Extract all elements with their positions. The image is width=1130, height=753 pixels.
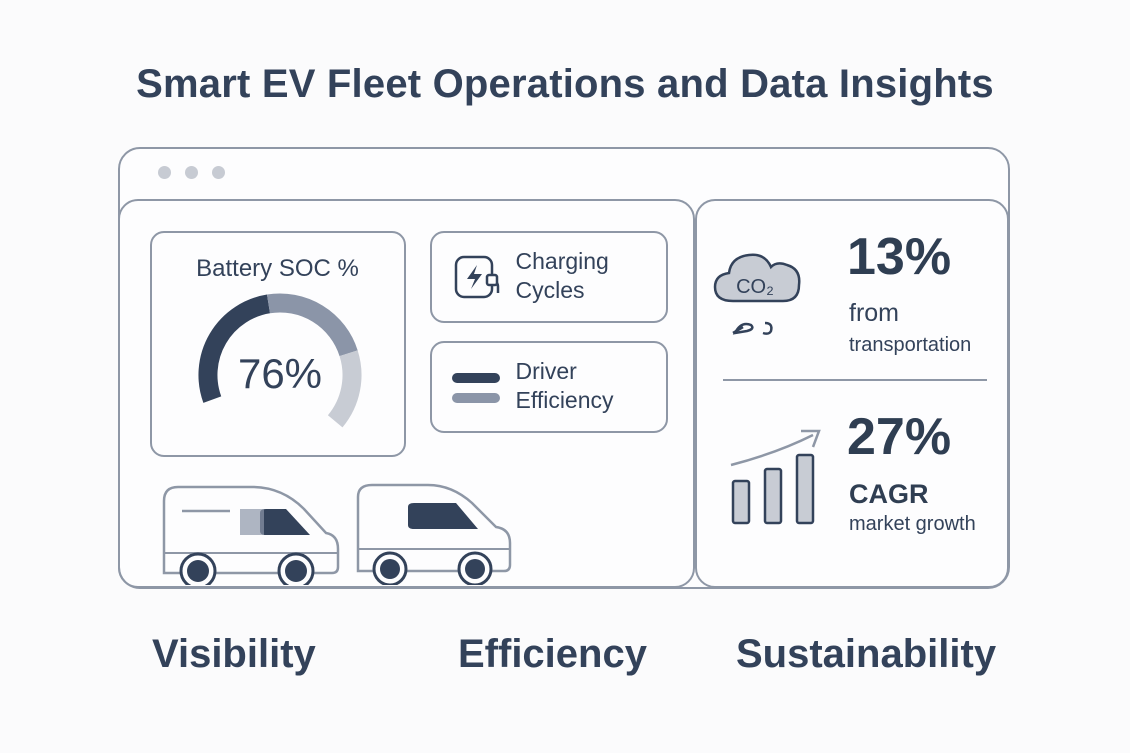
battery-soc-label: Battery SOC %: [196, 255, 359, 282]
stat-divider: [723, 379, 987, 381]
co2-cloud-icon: CO₂: [713, 253, 801, 335]
sustainability-panel: CO₂ 13% from transportation 27% CAGR mar…: [695, 199, 1009, 588]
pillar-sustainability: Sustainability: [736, 632, 997, 676]
driver-efficiency-label: Driver Efficiency: [515, 358, 614, 413]
gauge-filled-arc: [198, 294, 270, 403]
gauge-remaining-arc: [327, 350, 361, 428]
charging-cycles-label: Charging Cycles: [515, 248, 609, 303]
growth-line1: CAGR: [849, 479, 929, 509]
battery-soc-gauge: 76%: [198, 293, 361, 428]
growth-line2: market growth: [849, 513, 976, 535]
co2-percent: 13%: [847, 228, 952, 286]
van-icon: [162, 485, 339, 585]
window-controls: [158, 166, 225, 179]
charging-cycles-card[interactable]: Charging Cycles: [429, 231, 668, 323]
page-title: Smart EV Fleet Operations and Data Insig…: [136, 62, 994, 106]
window-dot[interactable]: [158, 166, 171, 179]
pillar-visibility: Visibility: [152, 632, 316, 676]
pillar-efficiency: Efficiency: [458, 632, 647, 676]
co2-line2: transportation: [849, 334, 972, 356]
van-icon: [356, 483, 511, 585]
gauge-mid-arc: [266, 293, 358, 357]
window-dot[interactable]: [185, 166, 198, 179]
battery-soc-value: 76%: [237, 350, 321, 397]
lightning-plug-icon: [454, 255, 499, 299]
driver-efficiency-card[interactable]: Driver Efficiency: [429, 341, 668, 433]
growth-percent: 27%: [847, 408, 952, 466]
battery-soc-card[interactable]: Battery SOC % 76%: [149, 231, 406, 457]
window-dot[interactable]: [212, 166, 225, 179]
co2-label: CO₂: [736, 276, 774, 298]
bars-icon: [451, 373, 500, 403]
co2-line1: from: [849, 299, 899, 327]
fleet-vans-illustration: [162, 483, 511, 585]
fleet-panel: Battery SOC % 76% Charging Cycles D: [117, 199, 695, 588]
growth-chart-icon: [730, 429, 821, 525]
dashboard-window: Battery SOC % 76% Charging Cycles D: [117, 147, 1010, 589]
